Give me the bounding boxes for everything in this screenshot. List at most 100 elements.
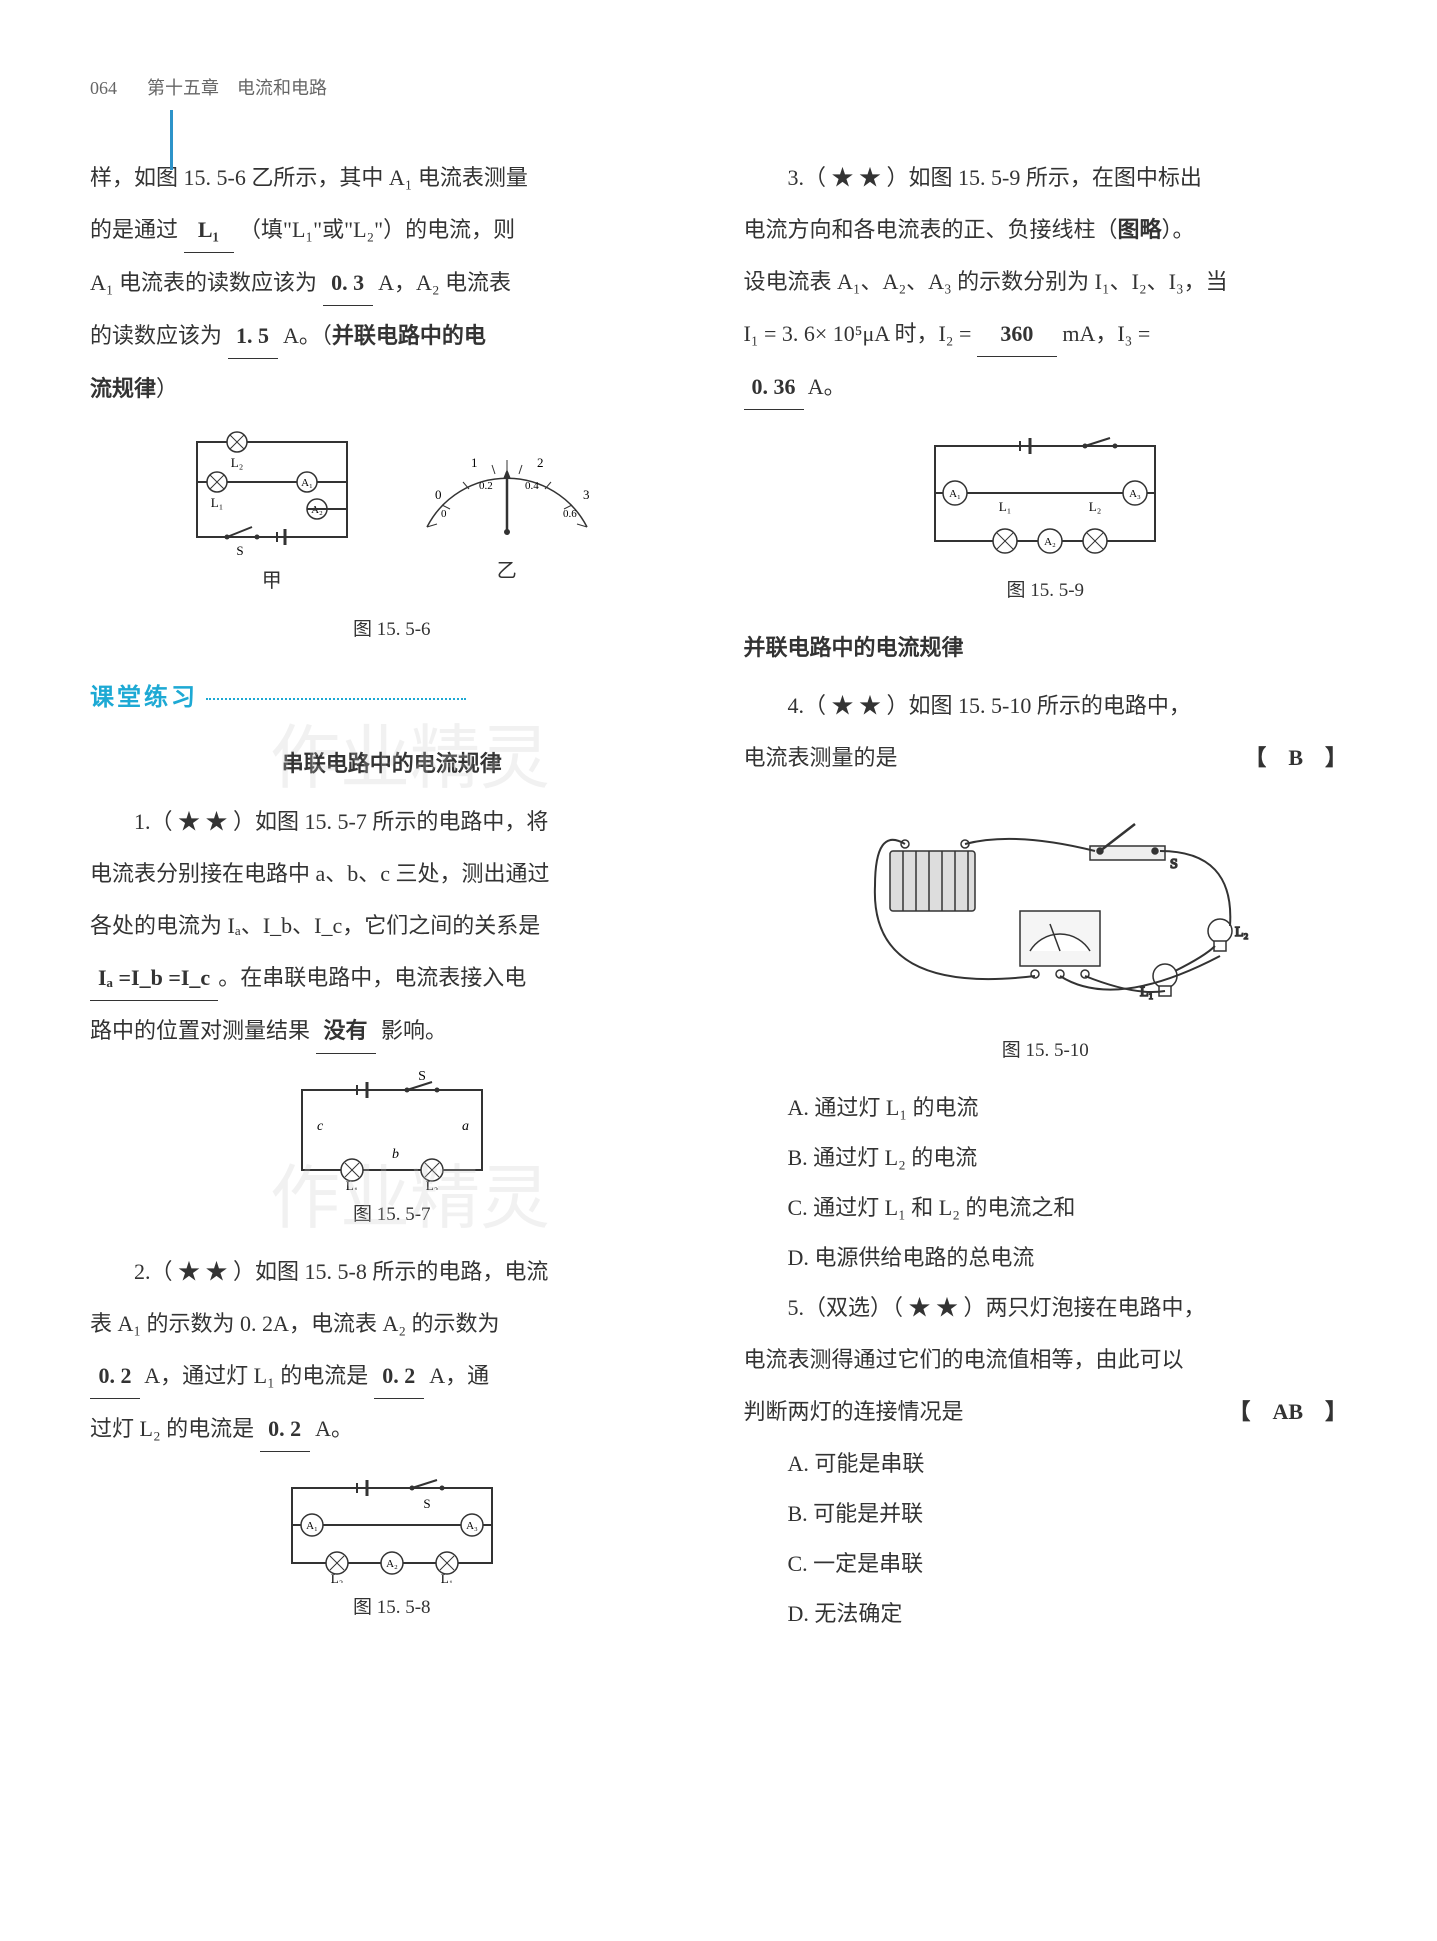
- blank-answer: 0. 2: [90, 1354, 140, 1399]
- sub-heading-parallel: 并联电路中的电流规律: [744, 626, 1348, 670]
- q4-line: 4.（ ★ ★ ）如图 15. 5-10 所示的电路中，: [744, 684, 1348, 728]
- option-c: C. 一定是串联: [744, 1542, 1348, 1586]
- q1-line-blank2: 路中的位置对测量结果 没有 影响。: [90, 1009, 694, 1054]
- figure-label: 图 15. 5-9: [744, 572, 1348, 610]
- svg-text:L₁: L₁: [441, 1571, 453, 1583]
- text: 路中的位置对测量结果: [90, 1018, 310, 1043]
- svg-text:a: a: [462, 1119, 469, 1134]
- svg-text:0.2: 0.2: [479, 480, 493, 492]
- svg-text:1: 1: [471, 455, 478, 470]
- q4-line-answer: 电流表测量的是 【 B 】: [744, 736, 1348, 780]
- q2-line: 2.（ ★ ★ ）如图 15. 5-8 所示的电路，电流: [90, 1250, 694, 1294]
- svg-text:3: 3: [583, 487, 590, 502]
- text: （填"L₁"或"L₂"）的电流，则: [239, 217, 515, 242]
- blank-answer: 360: [977, 312, 1057, 357]
- svg-text:L₁: L₁: [999, 499, 1011, 514]
- sub-label-yi: 乙: [497, 551, 517, 591]
- text: ）: [156, 376, 178, 401]
- q1-line: 1.（ ★ ★ ）如图 15. 5-7 所示的电路中，将: [90, 800, 694, 844]
- option-c: C. 通过灯 L₁ 和 L₂ 的电流之和: [744, 1186, 1348, 1230]
- blank-answer: Iₐ =I_b =I_c: [90, 956, 218, 1001]
- svg-text:A₃: A₃: [1129, 488, 1141, 500]
- svg-text:c: c: [317, 1119, 324, 1134]
- q5-line: 电流表测得通过它们的电流值相等，由此可以: [744, 1338, 1348, 1382]
- q2-line: 表 A₁ 的示数为 0. 2A，电流表 A₂ 的示数为: [90, 1302, 694, 1346]
- figure-15-5-9: A₁ A₃ L₁ L₂ A₂ 图 15. 5-9: [744, 426, 1348, 610]
- blank-answer: 0. 3: [323, 261, 373, 306]
- text: 电流方向和各电流表的正、负接线柱（: [744, 217, 1118, 242]
- svg-text:L₂: L₂: [331, 1571, 343, 1583]
- header-accent-bar: [170, 110, 173, 170]
- text: A，A₂ 电流表: [378, 270, 511, 295]
- text: A，通过灯 L₁ 的电流是: [144, 1363, 368, 1388]
- q1-line: 各处的电流为 Iₐ、I_b、I_c，它们之间的关系是: [90, 904, 694, 948]
- chapter-title: 第十五章 电流和电路: [147, 70, 327, 106]
- text: 电流表测量的是: [744, 745, 898, 770]
- answer-bracket: 【 AB 】: [1228, 1390, 1347, 1434]
- ammeter-dial-yi: 0 1 2 3 0 0.2 0.4 0.6 乙: [407, 437, 607, 595]
- text: A₁ 电流表的读数应该为: [90, 270, 317, 295]
- text: 的读数应该为: [90, 323, 222, 348]
- option-d: D. 电源供给电路的总电流: [744, 1236, 1348, 1280]
- text: A。（: [283, 323, 332, 348]
- page-number: 064: [90, 70, 117, 106]
- circuit-diagram-jia: L₂ A₁ L₁ A₂: [177, 427, 367, 605]
- intro-line-2: 的是通过 L₁ （填"L₁"或"L₂"）的电流，则: [90, 208, 694, 253]
- figure-label: 图 15. 5-6: [90, 611, 694, 649]
- q5-line-answer: 判断两灯的连接情况是 【 AB 】: [744, 1390, 1348, 1434]
- option-d: D. 无法确定: [744, 1592, 1348, 1636]
- svg-text:A₃: A₃: [466, 1520, 478, 1532]
- q1-line: 电流表分别接在电路中 a、b、c 三处，测出通过: [90, 852, 694, 896]
- blank-answer: 0. 2: [260, 1407, 310, 1452]
- option-a: A. 可能是串联: [744, 1442, 1348, 1486]
- option-b: B. 通过灯 L₂ 的电流: [744, 1136, 1348, 1180]
- svg-text:0: 0: [441, 508, 447, 520]
- figure-15-5-10: S L₁ L₂: [744, 796, 1348, 1070]
- figure-15-5-8: S A₁ A₃ L₂ A₂ L₁ 图 15. 5-8: [90, 1468, 694, 1627]
- svg-text:S: S: [418, 1070, 426, 1084]
- svg-text:S: S: [236, 543, 243, 557]
- svg-text:L₁: L₁: [346, 1178, 358, 1190]
- intro-line-1: 样，如图 15. 5-6 乙所示，其中 A₁ 电流表测量: [90, 156, 694, 200]
- blank-answer: 1. 5: [228, 314, 278, 359]
- svg-text:L₁: L₁: [211, 495, 223, 510]
- sub-label-jia: 甲: [262, 561, 282, 601]
- svg-text:A₁: A₁: [301, 477, 313, 489]
- text: A。: [808, 374, 846, 399]
- text: 。在串联电路中，电流表接入电: [218, 965, 526, 990]
- answer-bracket: 【 B 】: [1244, 736, 1347, 780]
- svg-text:L₂: L₂: [1235, 925, 1249, 940]
- blank-answer: 0. 2: [374, 1354, 424, 1399]
- text: I₁ = 3. 6× 10⁵μA 时，I₂ =: [744, 321, 972, 346]
- svg-text:S: S: [1170, 857, 1178, 872]
- option-a: A. 通过灯 L₁ 的电流: [744, 1086, 1348, 1130]
- q2-line-blank: 0. 2 A，通过灯 L₁ 的电流是 0. 2 A，通: [90, 1354, 694, 1399]
- svg-text:A₂: A₂: [386, 1558, 398, 1570]
- sub-heading-series: 串联电路中的电流规律: [90, 742, 694, 786]
- section-title-text: 课堂练习: [90, 685, 198, 711]
- option-b: B. 可能是并联: [744, 1492, 1348, 1536]
- section-title: 课堂练习: [90, 674, 694, 722]
- figure-label: 图 15. 5-8: [90, 1589, 694, 1627]
- dotted-decoration: [206, 698, 466, 700]
- text: ）。: [1162, 217, 1195, 242]
- text: A。: [315, 1416, 353, 1441]
- svg-text:L₂: L₂: [231, 455, 243, 470]
- intro-line-4: 的读数应该为 1. 5 A。（并联电路中的电: [90, 314, 694, 359]
- svg-text:A₁: A₁: [306, 1520, 318, 1532]
- q2-line-blank2: 过灯 L₂ 的电流是 0. 2 A。: [90, 1407, 694, 1452]
- q3-line-blank: I₁ = 3. 6× 10⁵μA 时，I₂ = 360 mA，I₃ =: [744, 312, 1348, 357]
- blank-answer: L₁: [184, 208, 234, 253]
- page-header: 064 第十五章 电流和电路: [90, 70, 1347, 106]
- right-column: 3.（ ★ ★ ）如图 15. 5-9 所示，在图中标出 电流方向和各电流表的正…: [744, 156, 1348, 1643]
- svg-text:A₂: A₂: [1044, 536, 1056, 548]
- svg-text:A₁: A₁: [949, 488, 961, 500]
- svg-text:S: S: [423, 1496, 430, 1511]
- blank-answer: 没有: [316, 1009, 376, 1054]
- q3-line2: 电流方向和各电流表的正、负接线柱（图略）。: [744, 208, 1348, 252]
- q3-line: 3.（ ★ ★ ）如图 15. 5-9 所示，在图中标出: [744, 156, 1348, 200]
- svg-text:L₂: L₂: [1089, 499, 1101, 514]
- text: 影响。: [381, 1018, 447, 1043]
- svg-text:L₂: L₂: [426, 1178, 438, 1190]
- q3-line: 设电流表 A₁、A₂、A₃ 的示数分别为 I₁、I₂、I₃，当: [744, 260, 1348, 304]
